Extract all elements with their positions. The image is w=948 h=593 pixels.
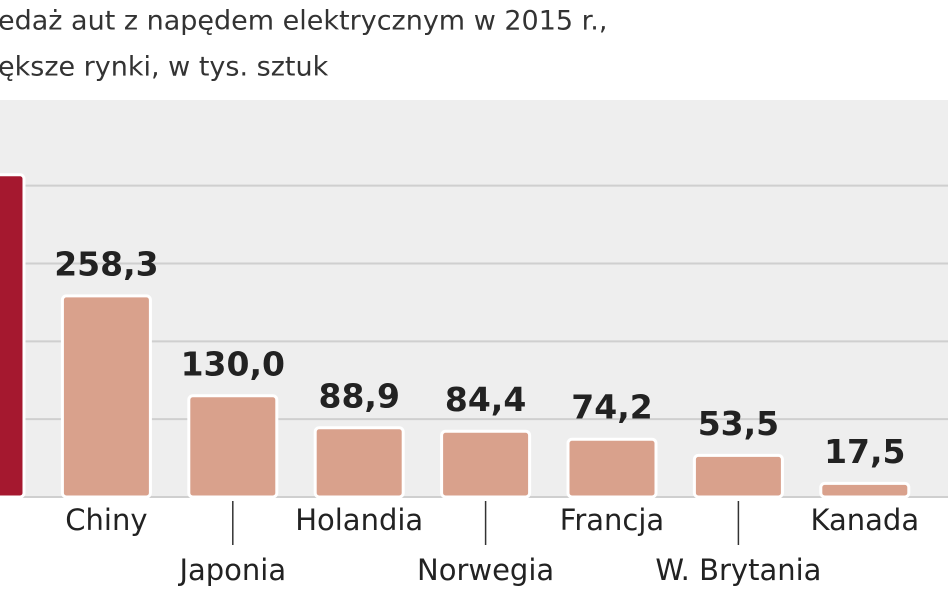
x-tick-label: Holandia — [295, 503, 423, 537]
value-label: 53,5 — [698, 404, 779, 443]
bar — [313, 426, 405, 499]
value-label: 84,4 — [445, 380, 526, 419]
value-label: 88,9 — [318, 376, 399, 415]
value-label: 258,3 — [54, 244, 158, 283]
bar — [819, 481, 911, 499]
x-tick-label: Francja — [560, 503, 664, 537]
bar — [187, 394, 279, 499]
bar — [440, 429, 532, 499]
x-tick-label: Kanada — [810, 503, 919, 537]
x-tick-label: W. Brytania — [655, 553, 821, 587]
x-tick-label: Norwegia — [417, 553, 554, 587]
x-tick-label: Japonia — [177, 553, 286, 587]
value-label: 130,0 — [181, 344, 285, 383]
bar — [566, 437, 658, 499]
value-label: 17,5 — [824, 432, 905, 471]
chart-title: edaż aut z napędem elektrycznym w 2015 r… — [0, 6, 607, 37]
value-label: 74,2 — [571, 388, 652, 427]
chart-subtitle: ększe rynki, w tys. sztuk — [0, 52, 329, 83]
bar — [60, 294, 152, 499]
bar — [692, 453, 784, 499]
bar — [0, 173, 26, 499]
x-tick-label: Chiny — [65, 503, 147, 537]
